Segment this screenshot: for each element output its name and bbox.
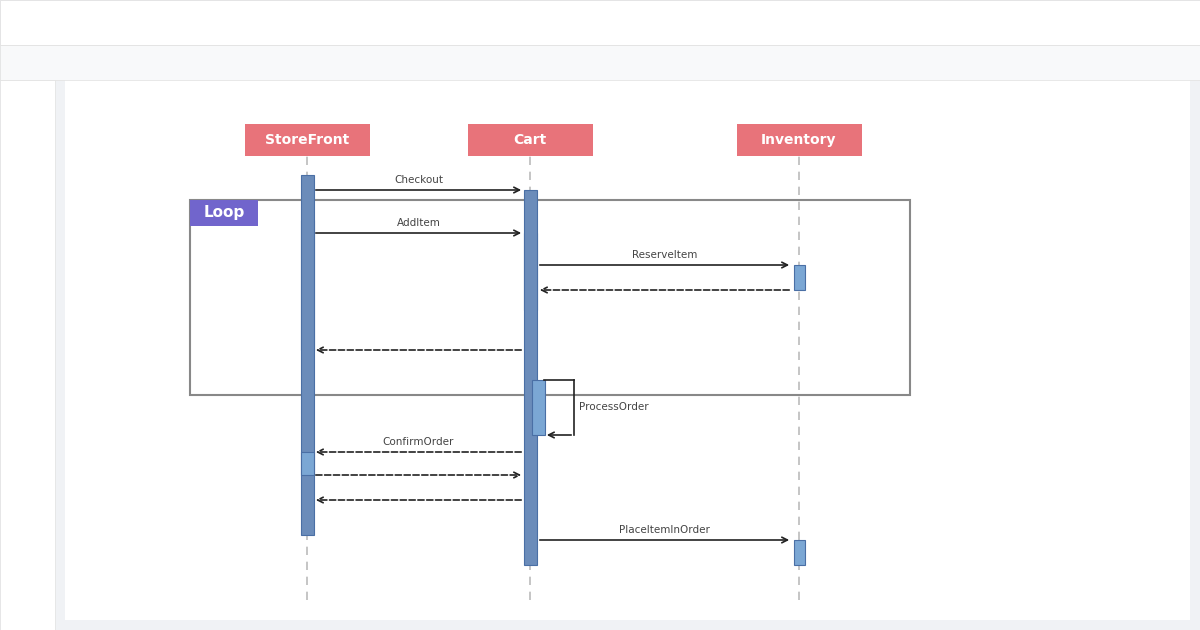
Text: Loop: Loop: [203, 205, 245, 220]
Bar: [0, 0, 1200, 45]
Bar: [300, 220, 313, 350]
Text: PlaceItemInOrder: PlaceItemInOrder: [619, 525, 710, 535]
Bar: [190, 200, 910, 395]
Text: Inventory: Inventory: [761, 133, 836, 147]
Bar: [532, 380, 545, 435]
Text: ConfirmOrder: ConfirmOrder: [383, 437, 454, 447]
Text: ReserveItem: ReserveItem: [632, 250, 697, 260]
Bar: [0, 45, 1200, 80]
Bar: [245, 124, 370, 156]
Bar: [0, 80, 55, 630]
Bar: [737, 124, 862, 156]
Bar: [300, 452, 313, 475]
Bar: [190, 200, 258, 226]
Text: AddItem: AddItem: [396, 218, 440, 228]
Bar: [793, 265, 804, 290]
Text: Checkout: Checkout: [394, 175, 443, 185]
Bar: [523, 233, 536, 310]
Bar: [55, 80, 1200, 630]
Text: StoreFront: StoreFront: [265, 133, 349, 147]
Bar: [523, 190, 536, 565]
Bar: [65, 80, 1190, 620]
Text: Cart: Cart: [514, 133, 547, 147]
Bar: [468, 124, 593, 156]
Bar: [793, 540, 804, 565]
Text: ProcessOrder: ProcessOrder: [580, 403, 649, 413]
Bar: [300, 175, 313, 535]
